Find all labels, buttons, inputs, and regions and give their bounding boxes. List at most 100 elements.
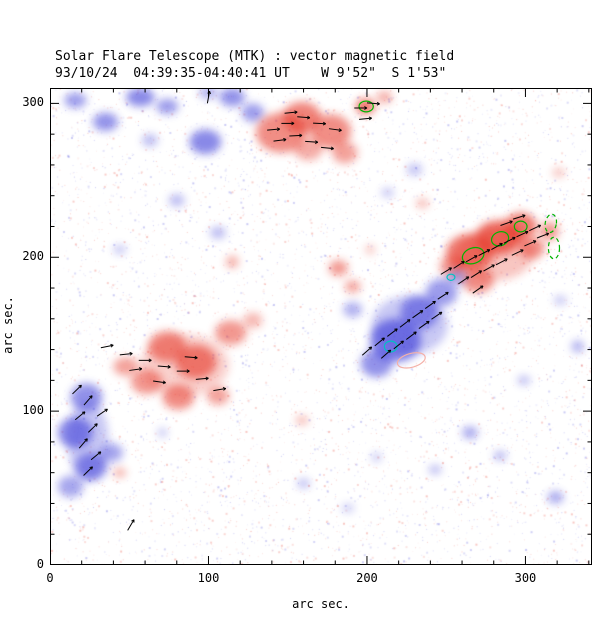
field-layers (57, 88, 585, 531)
negative-flux-blob (406, 163, 423, 176)
vector-arrowhead (315, 140, 319, 143)
negative-flux-blob (571, 340, 585, 353)
negative-flux-blob (67, 400, 109, 481)
magnetic-vector (305, 140, 318, 143)
vector-arrowhead (148, 358, 152, 361)
field-contour (396, 352, 426, 369)
magnetic-vector (440, 267, 452, 275)
magnetic-vector (516, 231, 529, 238)
positive-flux-blob (243, 312, 263, 329)
magnetic-vector (524, 240, 537, 247)
field-contour (358, 100, 374, 113)
background-noise-layer (50, 88, 592, 565)
vector-arrowhead (194, 355, 198, 359)
magnetic-vector (387, 328, 398, 337)
negative-flux-blob (156, 98, 179, 115)
vector-arrowhead (330, 146, 334, 150)
vector-arrowhead (276, 127, 280, 130)
negative-flux-blob (126, 88, 155, 107)
negative-flux-blob (157, 428, 168, 438)
magnetic-vector (119, 353, 133, 356)
magnetic-vector (431, 311, 443, 320)
negative-flux-blob (447, 269, 467, 285)
magnetic-vector (78, 438, 88, 449)
vector-arrowhead (338, 128, 342, 131)
positive-flux-blob (113, 357, 139, 376)
negative-flux-blob (360, 349, 393, 378)
magnetic-vector (297, 116, 310, 119)
magnetic-vector (74, 411, 86, 421)
negative-flux-blob (425, 278, 458, 307)
positive-flux-blob (539, 221, 559, 241)
positive-flux-blob (309, 114, 352, 149)
magnetic-vector (359, 117, 372, 120)
negative-flux-blob (141, 134, 158, 147)
positive-flux-blob (332, 141, 358, 164)
magnetic-vector (529, 224, 541, 232)
negative-flux-blob (57, 475, 84, 498)
magnetic-vector (184, 356, 198, 359)
magnetic-vector (153, 380, 166, 384)
magnetic-vector (374, 337, 385, 347)
field-contour (513, 220, 528, 233)
positive-flux-blob (365, 244, 375, 255)
magnetic-vector (424, 300, 436, 309)
vector-arrowhead (322, 121, 326, 125)
y-tick-label: 300 (22, 95, 44, 110)
magnetic-vector (418, 320, 430, 329)
negative-flux-blob (64, 92, 87, 109)
positive-flux-blob (225, 255, 239, 269)
negative-flux-blob (428, 464, 442, 475)
negative-flux-blob (168, 194, 185, 207)
magnetic-vector (512, 214, 526, 220)
negative-flux-blob (343, 301, 363, 318)
magnetic-vector (491, 242, 503, 251)
magnetic-vector (470, 270, 482, 278)
plot-frame (50, 88, 592, 565)
positive-flux-blob (214, 320, 247, 345)
vector-arrowhead (78, 384, 82, 387)
positive-flux-blob (328, 260, 348, 276)
vector-arrowhead (162, 380, 166, 384)
vector-arrowhead (167, 364, 171, 368)
negative-flux-blob (462, 426, 478, 439)
y-tick-label: 200 (22, 249, 44, 264)
magnetic-vector (129, 368, 142, 371)
negative-flux-blob (92, 112, 119, 132)
magnetic-vector (500, 220, 513, 226)
magnetic-vector (328, 128, 342, 131)
vector-arrowhead (138, 367, 143, 370)
magnetic-vector (399, 319, 411, 328)
negative-flux-blob (297, 478, 310, 489)
magnetic-vector (213, 388, 226, 392)
negative-flux-blob (547, 491, 564, 504)
vector-arrowhead (509, 220, 513, 222)
negative-flux-blob (371, 295, 448, 355)
vector-arrowhead (291, 121, 295, 124)
vector-arrowhead (186, 369, 190, 372)
vector-arrowhead (94, 423, 98, 425)
vector-arrowhead (364, 106, 368, 109)
vector-arrowhead (129, 351, 133, 354)
magnetic-vector (273, 138, 287, 142)
vector-arrowhead (307, 115, 311, 119)
y-tick-label: 0 (36, 557, 44, 571)
positive-flux-blob (294, 138, 323, 161)
chart-subtitle: 93/10/24 04:39:35-04:40:41 UT W 9'52" S … (55, 66, 447, 81)
x-tick-label: 0 (46, 571, 54, 585)
magnetic-vector (206, 91, 211, 104)
field-contour (544, 213, 558, 234)
field-contour (446, 273, 456, 281)
vector-arrowhead (205, 376, 209, 379)
vector-arrowhead (89, 466, 93, 468)
negative-flux-blob (210, 226, 226, 239)
positive-flux-blob (140, 334, 230, 396)
magnetic-vector (495, 258, 508, 266)
magnetic-vector (458, 276, 470, 285)
magnetic-vector (90, 451, 102, 461)
vector-arrowhead (89, 395, 93, 398)
chart-title: Solar Flare Telescope (MTK) : vector mag… (55, 49, 455, 64)
vector-arrowhead (110, 343, 114, 346)
vector-arrowhead (283, 137, 287, 140)
negative-flux-blob (371, 452, 382, 462)
